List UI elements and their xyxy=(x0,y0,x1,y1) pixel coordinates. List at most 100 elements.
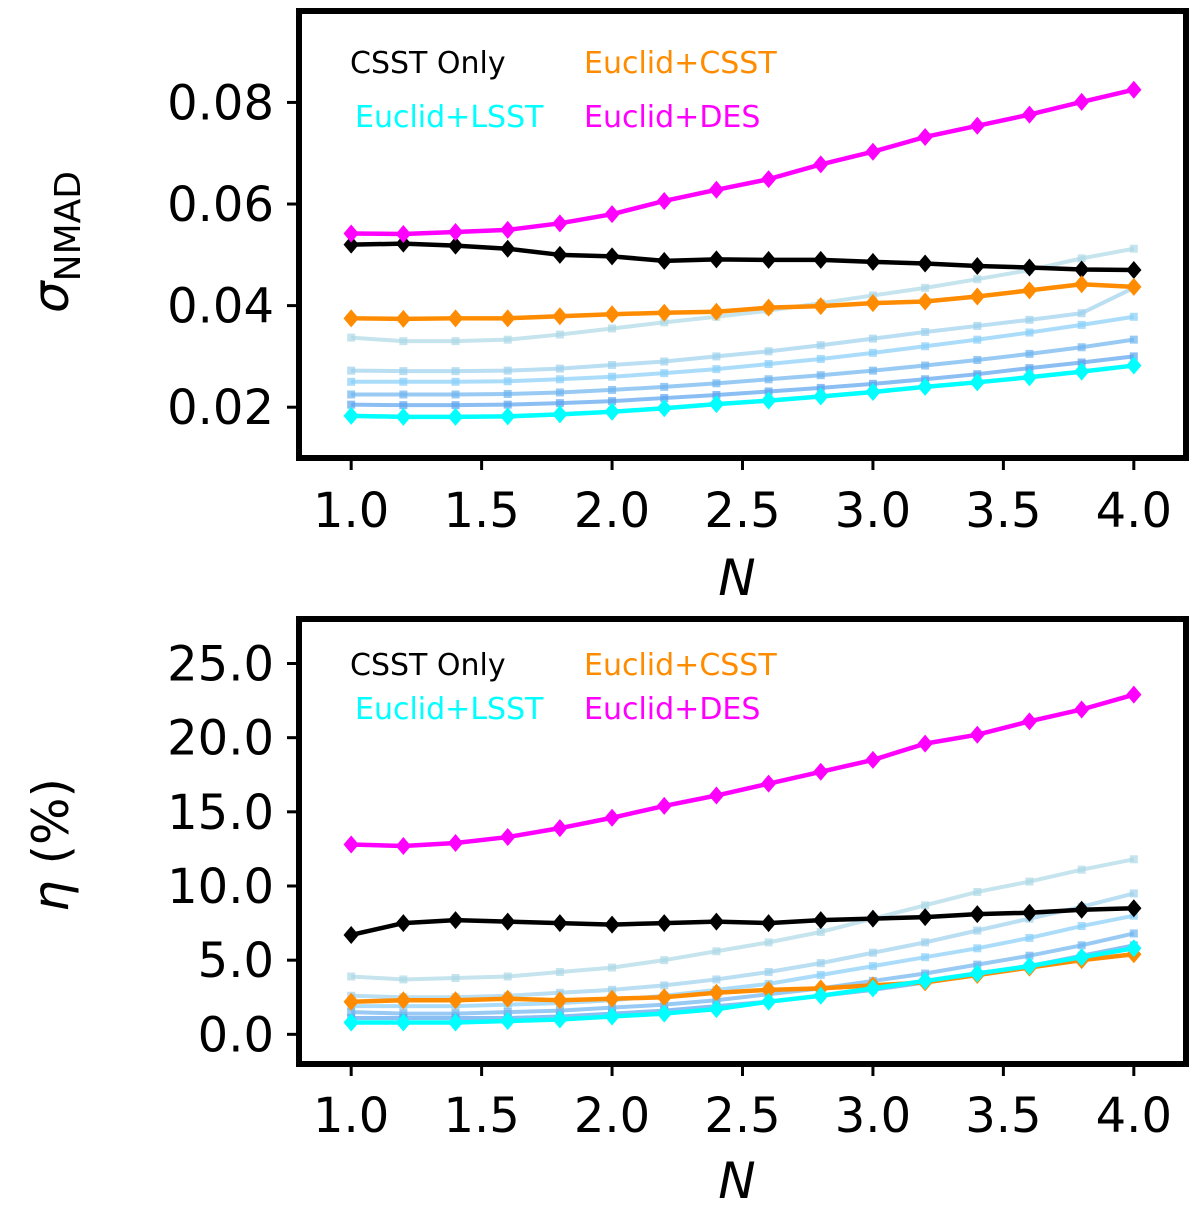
legend: CSST Only Euclid+CSST Euclid+LSST Euclid… xyxy=(350,46,777,135)
data-point xyxy=(1073,700,1090,719)
data-point xyxy=(552,914,568,933)
data-point xyxy=(973,926,982,935)
data-point xyxy=(1077,922,1086,931)
data-point xyxy=(917,292,933,311)
data-point xyxy=(813,986,829,1005)
data-point xyxy=(447,407,464,426)
background-series xyxy=(347,312,1138,386)
data-point xyxy=(604,915,620,934)
data-point xyxy=(1077,254,1086,263)
x-tick-label: 3.5 xyxy=(965,1088,1041,1144)
data-point xyxy=(1077,309,1086,318)
data-point xyxy=(1025,364,1034,373)
data-point xyxy=(969,373,985,392)
data-point xyxy=(708,302,725,321)
series-line xyxy=(351,692,1135,849)
data-point xyxy=(708,912,725,931)
data-point xyxy=(1126,685,1142,704)
data-point xyxy=(708,250,725,269)
data-point xyxy=(660,357,669,366)
data-point xyxy=(608,324,617,333)
x-tick-labels: 1.0 1.5 2.0 2.5 3.0 3.5 4.0 xyxy=(313,1088,1172,1144)
series-euclid-lsst xyxy=(343,356,1142,426)
data-point xyxy=(500,220,516,239)
data-point xyxy=(760,980,777,999)
data-point xyxy=(395,914,412,933)
data-point xyxy=(917,127,933,146)
data-point xyxy=(1129,352,1138,361)
data-point xyxy=(500,1011,516,1030)
data-point xyxy=(1021,957,1038,976)
data-point xyxy=(973,335,982,344)
data-point xyxy=(921,938,930,947)
x-tick-label: 4.0 xyxy=(1096,1088,1172,1144)
y-tick-label: 5.0 xyxy=(198,933,274,989)
data-point xyxy=(1073,900,1090,919)
y-axis-label: σNMAD xyxy=(22,171,89,313)
data-point xyxy=(865,294,881,313)
series-line xyxy=(351,931,1135,1016)
data-point xyxy=(451,390,460,399)
data-point xyxy=(604,305,620,324)
data-point xyxy=(500,912,516,931)
data-point xyxy=(712,365,721,374)
y-axis-symbol: σ xyxy=(22,280,80,313)
data-point xyxy=(395,836,412,855)
data-point xyxy=(555,330,564,339)
x-tick-label: 2.0 xyxy=(574,483,650,539)
legend-entry-euclid-csst: Euclid+CSST xyxy=(584,648,777,683)
data-point xyxy=(604,402,620,421)
outlier-fraction-panel: CSST Only Euclid+CSST Euclid+LSST Euclid… xyxy=(22,616,1189,1205)
series-line xyxy=(351,282,1134,322)
data-point xyxy=(868,948,877,957)
data-point xyxy=(865,382,881,401)
svg-text:σNMAD: σNMAD xyxy=(22,171,89,313)
data-point xyxy=(708,180,725,199)
legend-entry-euclid-lsst: Euclid+LSST xyxy=(355,100,544,135)
data-point xyxy=(865,909,881,928)
data-point xyxy=(343,1013,359,1032)
plot-frame xyxy=(296,8,1189,461)
legend-entry-euclid-des: Euclid+DES xyxy=(584,100,760,135)
data-point xyxy=(1126,899,1142,918)
data-point xyxy=(447,1013,464,1032)
data-point xyxy=(813,155,829,174)
data-point xyxy=(399,401,408,410)
data-point xyxy=(343,992,359,1011)
data-point xyxy=(1073,362,1090,381)
data-point xyxy=(969,287,985,306)
x-tick-label: 2.5 xyxy=(704,1088,780,1144)
y-tick-label: 0.04 xyxy=(167,279,274,335)
x-tick-label: 2.0 xyxy=(574,1088,650,1144)
series-line xyxy=(351,857,1135,982)
data-point xyxy=(760,774,777,793)
data-point xyxy=(1129,244,1138,253)
data-point xyxy=(608,372,617,381)
data-point xyxy=(447,222,464,241)
data-point xyxy=(447,833,464,852)
data-point xyxy=(816,354,825,363)
data-point xyxy=(656,303,672,322)
data-point xyxy=(552,405,568,424)
data-point xyxy=(865,252,881,271)
x-tick-labels: 1.0 1.5 2.0 2.5 3.0 3.5 4.0 xyxy=(313,483,1172,539)
data-point xyxy=(1025,315,1034,324)
data-point xyxy=(656,914,672,933)
data-point xyxy=(708,786,725,805)
data-point xyxy=(399,390,408,399)
y-tick-label: 15.0 xyxy=(167,785,274,841)
data-point xyxy=(1021,281,1038,300)
data-point xyxy=(708,395,725,414)
data-point xyxy=(451,973,460,982)
data-point xyxy=(395,1013,412,1032)
data-point xyxy=(760,914,777,933)
data-point xyxy=(1025,877,1034,886)
data-point xyxy=(604,247,620,266)
y-axis-label: η (%) xyxy=(22,778,80,912)
x-tick-label: 2.5 xyxy=(704,483,780,539)
data-point xyxy=(347,972,356,981)
data-point xyxy=(608,385,617,394)
data-point xyxy=(760,298,777,317)
data-point xyxy=(343,835,359,854)
